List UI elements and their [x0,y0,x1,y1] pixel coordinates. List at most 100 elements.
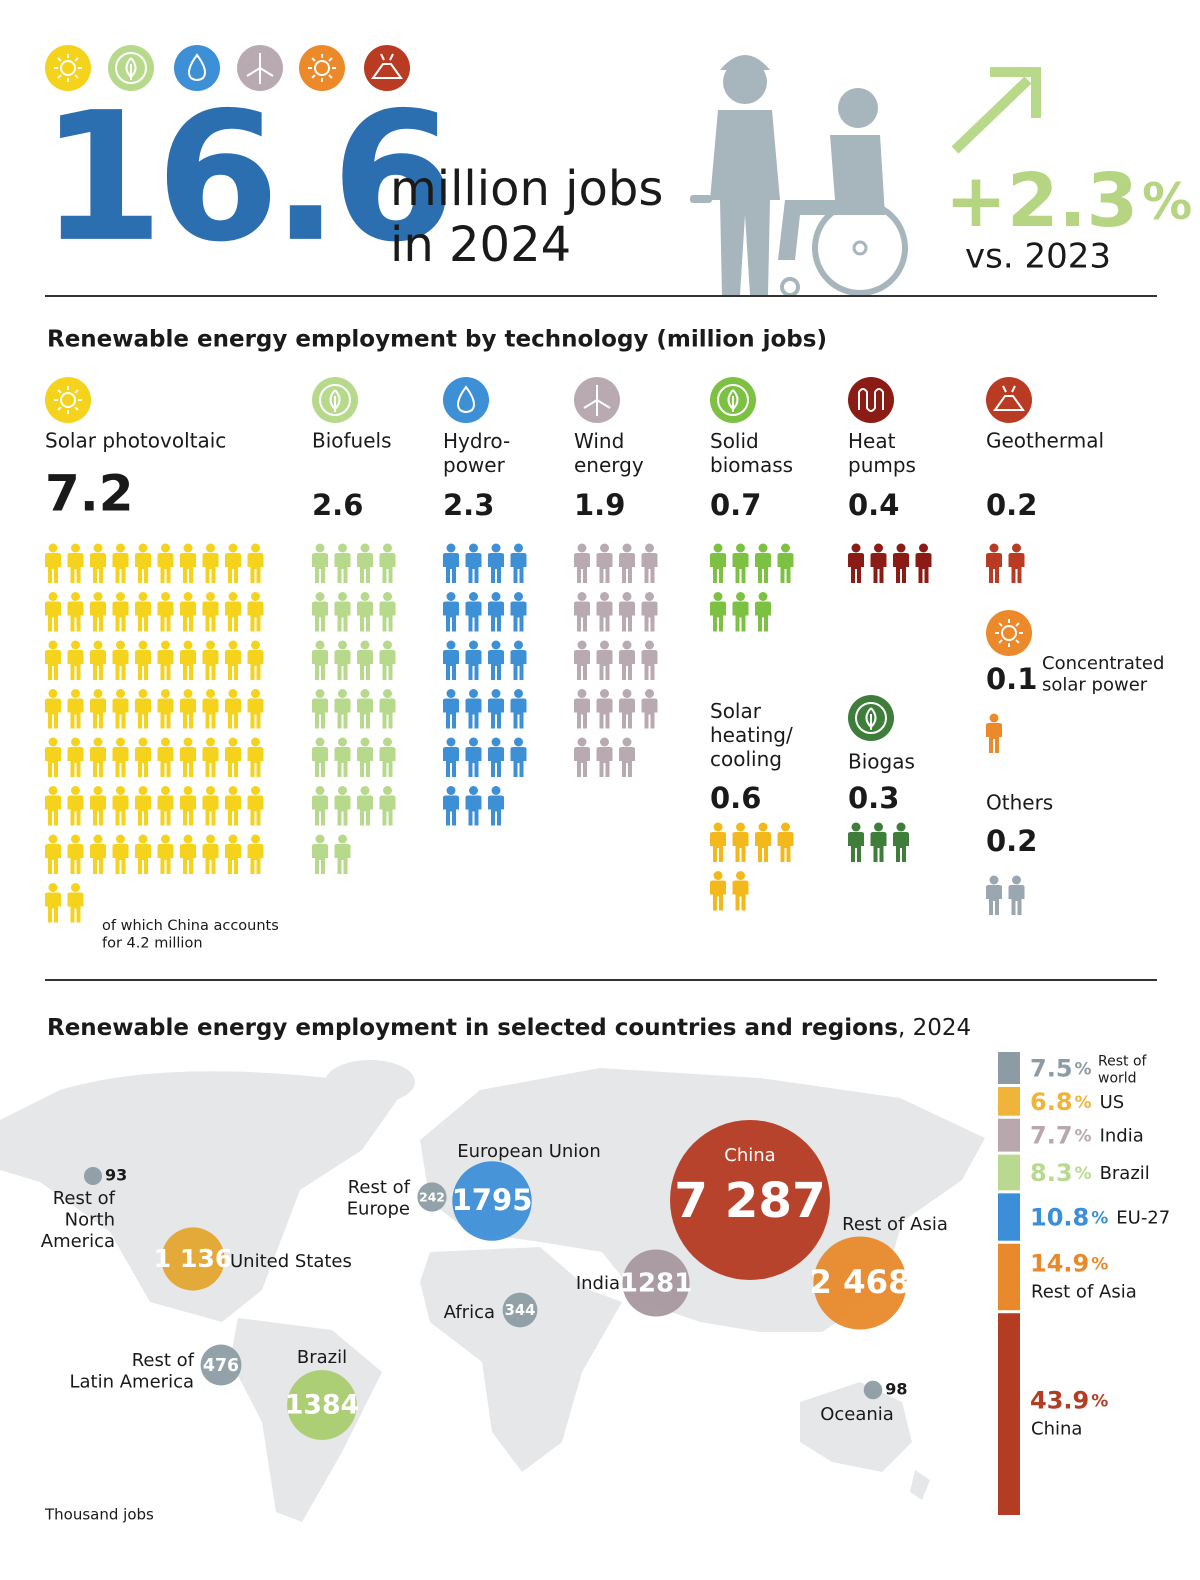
person-icon [379,698,396,729]
person-icon [161,640,170,650]
share-name: Rest of Asia [1031,1281,1137,1302]
person-icon [315,640,325,650]
icon-glyph [311,74,316,79]
person-icon [732,601,749,632]
person-icon [157,650,174,680]
person-icon [619,747,635,777]
share-value: 10.8 [1030,1204,1089,1232]
share-label: 14.9% [1030,1249,1108,1277]
pictogram [986,543,1025,583]
person-icon [180,747,196,777]
person-icon [116,592,125,601]
person-icon [851,822,861,832]
person-icon [161,737,170,747]
icon-glyph [1015,639,1020,644]
person-icon [251,543,260,553]
tech-icon [364,45,410,91]
person-icon [491,737,501,747]
person-icon [247,553,264,583]
person-icon [90,747,106,777]
person-icon [622,640,632,650]
value-label: 1.9 [574,488,625,522]
person-icon [112,553,129,583]
person-icon [334,747,351,777]
person-icon [206,543,215,553]
share-value: 14.9 [1030,1249,1089,1277]
person-icon [138,689,148,698]
person-icon [383,543,392,553]
bubble-value: 93 [105,1166,127,1185]
person-icon [90,698,106,729]
share-label: 10.8% EU-27 [1030,1204,1170,1232]
person-icon [315,786,325,795]
person-icon [758,592,768,601]
person-icon [619,650,635,680]
person-icon [251,592,260,601]
person-icon [112,650,129,680]
person-icon [315,543,325,553]
person-icon [710,553,726,583]
person-icon [896,822,906,832]
person-icon [67,698,84,729]
person-icon [596,698,613,729]
bubble-value: 2 468 [809,1263,910,1301]
person-icon [202,747,219,777]
person-icon [112,601,129,632]
growth-number: +2.3 [945,158,1138,244]
person-icon [338,592,347,601]
bubble [83,1166,103,1186]
person-icon [600,737,609,747]
person-icon [45,892,61,923]
person-icon [713,543,723,553]
person-icon [112,795,129,826]
category-label: Heat pumps [848,429,916,477]
icon-glyph [865,707,877,730]
person-icon [732,832,749,862]
person-icon [338,834,347,844]
person-icon [183,592,193,601]
person-icon [247,698,264,729]
person-icon [732,553,749,583]
person-icon [379,601,396,632]
person-icon [469,640,478,650]
share-unit: % [1075,1093,1092,1113]
icon-glyph [74,406,79,411]
region-label: Africa [444,1302,495,1323]
person-icon [183,543,193,553]
person-icon [138,640,148,650]
person-icon [48,883,58,892]
person-icon [600,640,609,650]
bubble [287,1370,357,1440]
person-icon [488,747,504,777]
annotation: of which China accounts for 4.2 million [102,918,279,951]
share-value: 8.3 [1030,1159,1073,1187]
share-segment [998,1086,1020,1116]
person-icon [71,689,80,698]
person-icon [596,747,613,777]
person-icon [491,543,501,553]
person-icon [338,786,347,795]
person-icon [360,689,370,698]
person-icon [225,650,241,680]
person-icon [247,795,264,826]
person-icon [45,553,61,583]
share-value: 7.5 [1030,1054,1073,1082]
person-icon [338,737,347,747]
value-label: 0.7 [710,488,761,522]
person-icon [641,650,658,680]
person-icon [71,640,80,650]
person-icon [443,795,459,826]
person-icon [641,601,658,632]
person-icon [157,601,174,632]
pictogram [848,543,932,583]
person-icon [596,553,613,583]
category-label: Solar heating/cooling [710,699,793,771]
person-icon [514,689,523,698]
person-icon [915,553,932,583]
share-name: India [1100,1126,1144,1147]
region-label: Rest of North America [41,1188,116,1252]
tech-icon [45,45,91,91]
person-icon [986,885,1002,915]
person-icon [600,592,609,601]
headline-year: in 2024 [390,217,571,273]
